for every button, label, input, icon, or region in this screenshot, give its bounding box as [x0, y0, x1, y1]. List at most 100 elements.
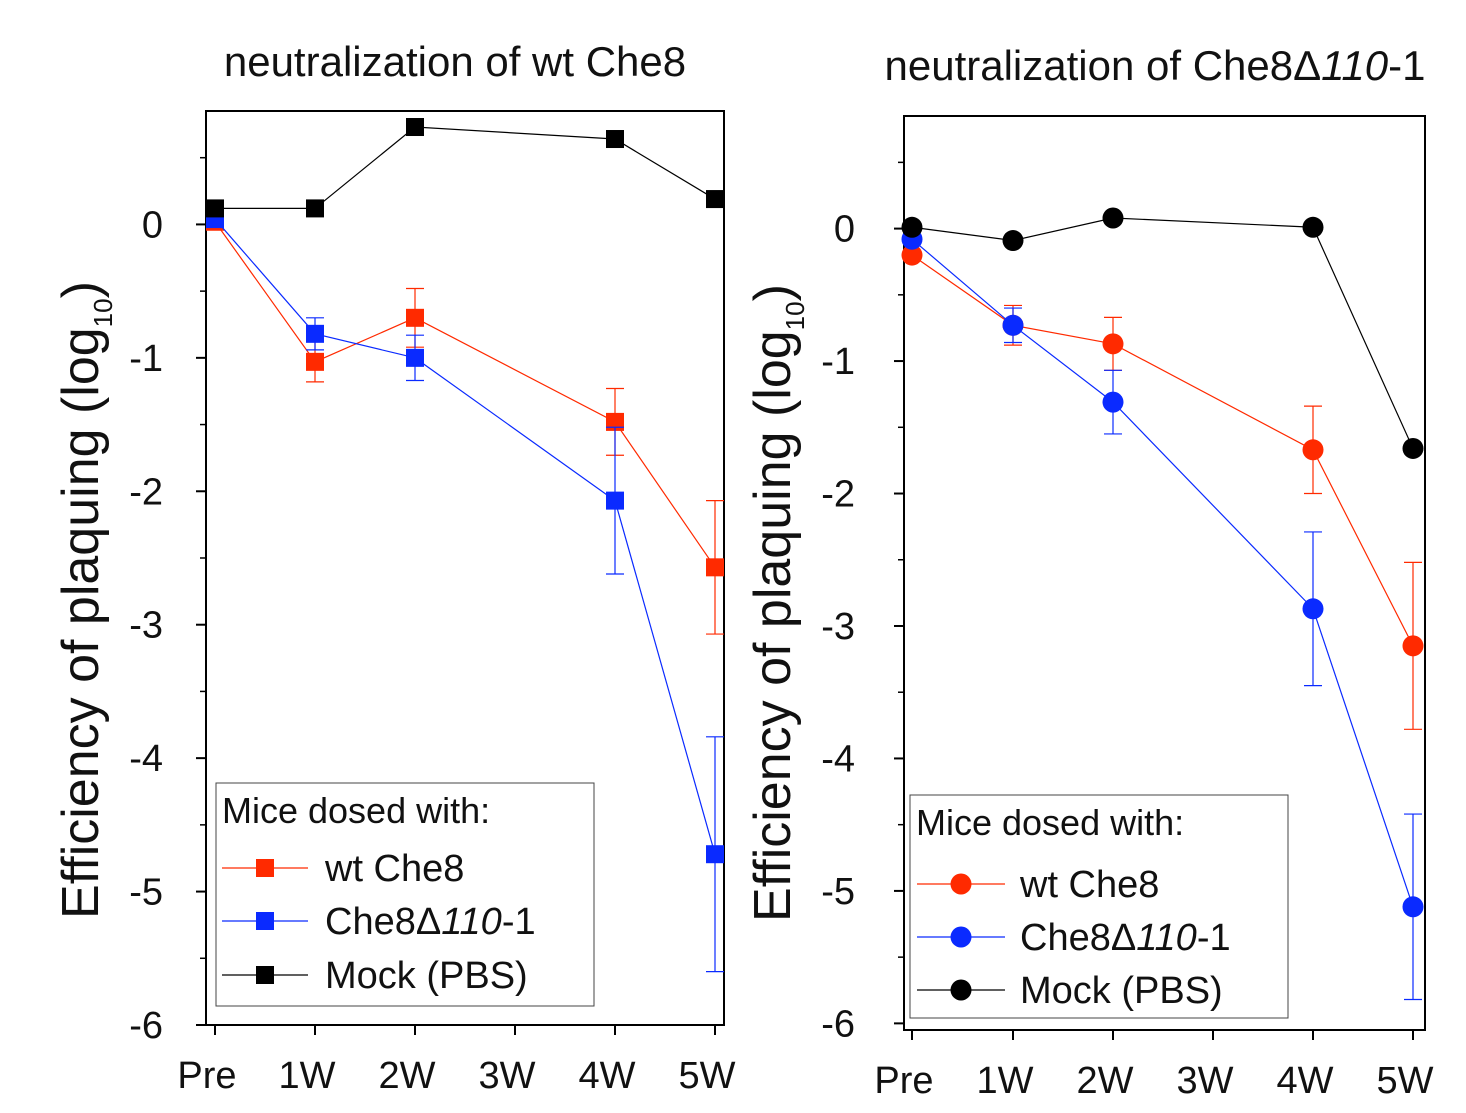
x-tick-label: Pre: [874, 1060, 933, 1102]
legend-marker: [256, 912, 274, 930]
legend-box: [215, 782, 595, 1007]
x-tick-label: 3W: [1177, 1060, 1234, 1102]
legend-label: Che8Δ110-1: [1020, 917, 1231, 959]
data-point: [1102, 391, 1124, 413]
data-point: [901, 216, 923, 238]
legend-marker: [950, 926, 972, 948]
legend-box: [909, 794, 1289, 1019]
series-line: [911, 254, 1414, 647]
title-text: neutralization of wt Che8: [224, 38, 686, 85]
data-point: [1302, 216, 1324, 238]
data-point: [706, 190, 724, 209]
legend-label-italic: 110: [441, 901, 502, 943]
series-line: [214, 218, 716, 855]
y-axis-label-close: ): [52, 281, 110, 298]
panel-che8-delta110: neutralization of Che8Δ110-10-1-2-3-4-5-…: [744, 42, 1434, 1102]
x-tick-label: 4W: [1277, 1060, 1334, 1102]
data-point: [606, 412, 624, 431]
data-point: [306, 199, 324, 218]
data-point: [1402, 896, 1424, 918]
legend-marker: [950, 979, 972, 1001]
series-line: [911, 217, 1414, 449]
y-tick-label: -5: [129, 872, 163, 914]
x-tick-label: 5W: [679, 1055, 736, 1097]
data-point: [606, 491, 624, 510]
data-point: [1002, 314, 1024, 336]
x-tick-label: 5W: [1377, 1060, 1434, 1102]
legend-label: wt Che8: [324, 848, 464, 890]
legend-label-italic: 110: [1136, 917, 1197, 959]
series-2: [206, 118, 724, 218]
y-axis-label-subscript: 10: [88, 298, 118, 327]
title-text: neutralization of Che8Δ: [885, 42, 1322, 89]
legend-title: Mice dosed with:: [916, 802, 1184, 843]
data-point: [406, 308, 424, 327]
x-tick-label: 4W: [579, 1055, 636, 1097]
legend-label: Mock (PBS): [1020, 970, 1223, 1012]
y-tick-label: 0: [142, 204, 163, 246]
data-point: [1002, 230, 1024, 252]
y-tick-label: -4: [821, 738, 855, 780]
y-tick-label: -3: [129, 605, 163, 647]
series-line: [214, 221, 716, 568]
y-tick-label: -6: [129, 1005, 163, 1047]
y-axis-label-close: ): [744, 284, 802, 301]
x-tick-label: 1W: [977, 1060, 1034, 1102]
legend-label-suffix: -1: [1197, 917, 1231, 959]
y-tick-label: -2: [821, 474, 855, 516]
series-0: [206, 212, 724, 635]
legend-marker: [950, 873, 972, 895]
title-suffix: -1: [1388, 42, 1425, 89]
legend-label: Mock (PBS): [325, 955, 528, 997]
x-tick-label: 3W: [479, 1055, 536, 1097]
legend: Mice dosed with: wt Che8 Che8Δ110-1 Mock (P…: [909, 794, 1289, 1019]
data-point: [1302, 598, 1324, 620]
y-axis-label-subscript: 10: [780, 301, 810, 330]
y-tick-label: -1: [821, 341, 855, 383]
data-point: [406, 348, 424, 367]
y-tick-label: -1: [129, 338, 163, 380]
y-axis-label-text: Efficiency of plaquing (log: [744, 330, 802, 922]
plot-frame: [903, 115, 1426, 1031]
series-2: [901, 207, 1424, 459]
legend-label-text: wt Che8: [324, 848, 464, 890]
data-point: [606, 130, 624, 149]
series-line: [215, 126, 716, 210]
title-italic: 110: [1321, 42, 1389, 89]
panel-wt-che8: neutralization of wt Che8 0 -1 -2 -3 -4 -5 -6 Pr…: [52, 38, 736, 1097]
data-point: [706, 558, 724, 577]
data-point: [1102, 207, 1124, 229]
data-point: [1102, 333, 1124, 355]
y-tick-label: 0: [834, 209, 855, 251]
legend-label: wt Che8: [1019, 864, 1159, 906]
y-tick-label: -3: [821, 606, 855, 648]
data-point: [1402, 437, 1424, 459]
legend: Mice dosed with: wt Che8 Che8Δ110-1 Mock (P…: [215, 782, 595, 1007]
data-point: [1302, 439, 1324, 461]
legend-marker: [256, 966, 274, 984]
data-point: [901, 244, 923, 266]
x-tick-label: 2W: [379, 1055, 436, 1097]
data-point: [1402, 635, 1424, 657]
series-0: [901, 244, 1424, 730]
data-point: [206, 199, 224, 218]
legend-label-text: Che8Δ: [1020, 917, 1136, 959]
y-axis-label-text: Efficiency of plaquing (log: [52, 327, 110, 919]
x-tick-label: 1W: [279, 1055, 336, 1097]
data-point: [306, 352, 324, 371]
data-point: [706, 845, 724, 864]
chart-title: neutralization of Che8Δ110-1: [885, 42, 1426, 89]
data-point: [306, 324, 324, 343]
y-axis-label: Efficiency of plaquing (log10): [52, 281, 118, 919]
y-tick-label: -5: [821, 871, 855, 913]
x-tick-label: Pre: [177, 1055, 236, 1097]
legend-label-suffix: -1: [502, 901, 536, 943]
y-tick-label: -6: [821, 1003, 855, 1045]
legend-marker: [256, 859, 274, 877]
legend-label-text: Mock (PBS): [325, 955, 528, 997]
x-tick-label: 2W: [1077, 1060, 1134, 1102]
legend-label-text: Mock (PBS): [1020, 970, 1223, 1012]
y-tick-label: -4: [129, 738, 163, 780]
legend-label-text: Che8Δ: [325, 901, 441, 943]
